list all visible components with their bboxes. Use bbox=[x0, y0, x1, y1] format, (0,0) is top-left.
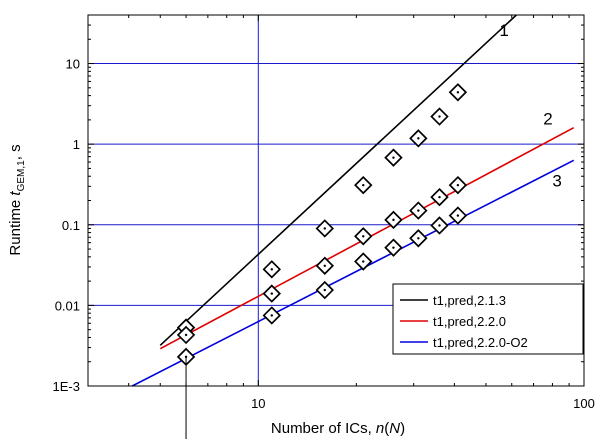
data-point-dot bbox=[392, 246, 395, 249]
data-point-dot bbox=[362, 183, 365, 187]
curve-label-2: 2 bbox=[543, 110, 552, 129]
data-point-dot bbox=[184, 333, 188, 337]
legend-entry: t1,pred,2.1.3 bbox=[433, 293, 506, 308]
legend-entry: t1,pred,2.2.0 bbox=[433, 314, 506, 329]
series-line-1 bbox=[159, 14, 517, 346]
curve-labels: 1 2 3 bbox=[499, 21, 561, 190]
data-point-dot bbox=[323, 288, 326, 292]
data-point-dot bbox=[323, 264, 326, 267]
data-point-dot bbox=[270, 314, 273, 317]
curve-label-3: 3 bbox=[552, 171, 561, 190]
data-point-dot bbox=[456, 214, 460, 217]
y-tick-label: 1E-3 bbox=[53, 379, 80, 394]
y-tick-label: 0.01 bbox=[55, 298, 80, 313]
data-point-dot bbox=[270, 292, 273, 295]
data-point-dot bbox=[438, 224, 441, 227]
data-point-dot bbox=[362, 260, 365, 263]
legend-entry: t1,pred,2.2.0-O2 bbox=[433, 335, 528, 350]
x-tick-label: 10 bbox=[251, 396, 265, 411]
legend: t1,pred,2.1.3 t1,pred,2.2.0 t1,pred,2.2.0-… bbox=[392, 283, 584, 355]
legend-box bbox=[392, 283, 584, 355]
y-tick-label: 10 bbox=[66, 57, 80, 72]
data-point-dot bbox=[270, 268, 273, 271]
x-axis-title: Number of ICs, n(N) bbox=[271, 420, 405, 437]
y-axis-title: Runtime tGEM,1, s bbox=[7, 144, 27, 255]
data-point-dot bbox=[362, 235, 365, 238]
data-point-dot bbox=[417, 237, 420, 240]
y-tick-label: 1 bbox=[73, 137, 80, 152]
data-points bbox=[176, 83, 468, 367]
data-point-dot bbox=[417, 209, 420, 212]
data-point-dot bbox=[323, 227, 326, 230]
data-point-dot bbox=[438, 195, 441, 199]
series-line-3 bbox=[131, 159, 575, 387]
x-tick-label: 100 bbox=[573, 396, 595, 411]
y-tick-label: 0.1 bbox=[62, 218, 80, 233]
data-point-dot bbox=[392, 218, 395, 222]
data-point-dot bbox=[456, 91, 460, 94]
curve-label-1: 1 bbox=[499, 21, 508, 40]
data-point-dot bbox=[438, 115, 441, 118]
data-point-dot bbox=[456, 183, 460, 187]
data-point-dot bbox=[392, 156, 395, 159]
data-point-dot bbox=[417, 137, 420, 140]
